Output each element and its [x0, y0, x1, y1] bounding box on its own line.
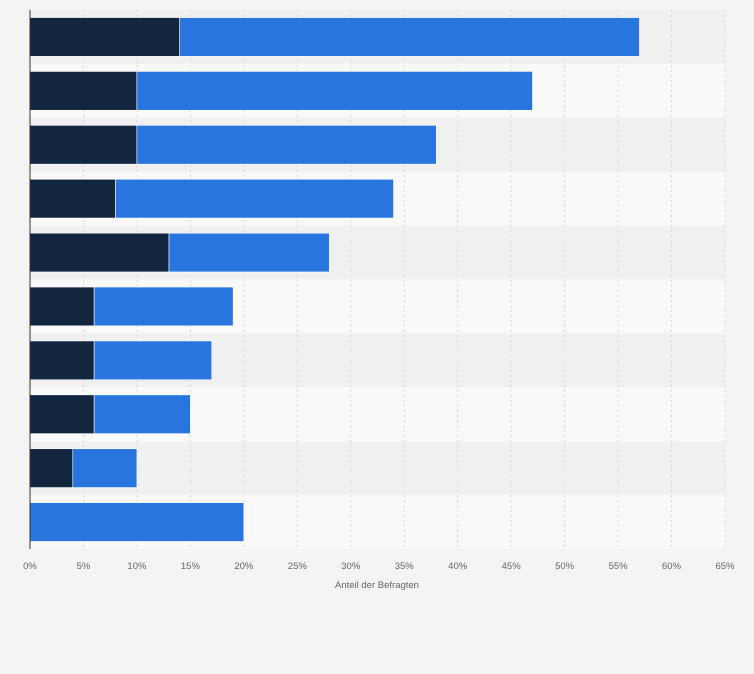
bar-series-1	[29, 340, 95, 381]
bar-series-1	[29, 178, 116, 219]
x-tick-label: 45%	[502, 561, 522, 572]
bar-series-1	[29, 232, 170, 273]
x-tick-label: 35%	[395, 561, 415, 572]
bar-series-2	[168, 232, 330, 273]
x-tick-label: 65%	[715, 561, 735, 572]
row-band	[30, 441, 725, 496]
bar-series-1	[29, 17, 180, 57]
bar-series-2	[93, 394, 191, 434]
x-tick-label: 10%	[127, 561, 147, 572]
bar-series-1	[29, 125, 138, 165]
bar-series-1	[29, 286, 95, 327]
x-axis-title: Anteil der Befragten	[335, 580, 419, 591]
bar-series-1	[29, 71, 138, 111]
bar-series-1	[29, 394, 95, 434]
x-tick-label: 20%	[234, 561, 254, 572]
bar-series-2	[136, 71, 533, 111]
x-tick-label: 60%	[662, 561, 682, 572]
bar-series-2	[115, 178, 394, 219]
x-tick-label: 25%	[288, 561, 308, 572]
x-tick-label: 40%	[448, 561, 468, 572]
bar-series-2	[29, 502, 245, 542]
bar-series-2	[93, 340, 213, 381]
bar-series-2	[72, 448, 138, 488]
bar-series-2	[93, 286, 234, 327]
bar-series-2	[179, 17, 640, 57]
x-tick-label: 0%	[23, 561, 37, 572]
x-tick-labels: 0% 5% 10% 15% 20% 25% 30% 35% 40% 45% 50% 55% 60% 65%	[23, 561, 735, 572]
x-tick-label: 5%	[77, 561, 91, 572]
x-tick-label: 50%	[555, 561, 575, 572]
x-tick-label: 15%	[181, 561, 201, 572]
bar-series-1	[29, 448, 74, 488]
bars	[29, 17, 640, 542]
x-tick-label: 55%	[609, 561, 629, 572]
x-tick-label: 30%	[341, 561, 361, 572]
bar-series-2	[136, 125, 437, 165]
